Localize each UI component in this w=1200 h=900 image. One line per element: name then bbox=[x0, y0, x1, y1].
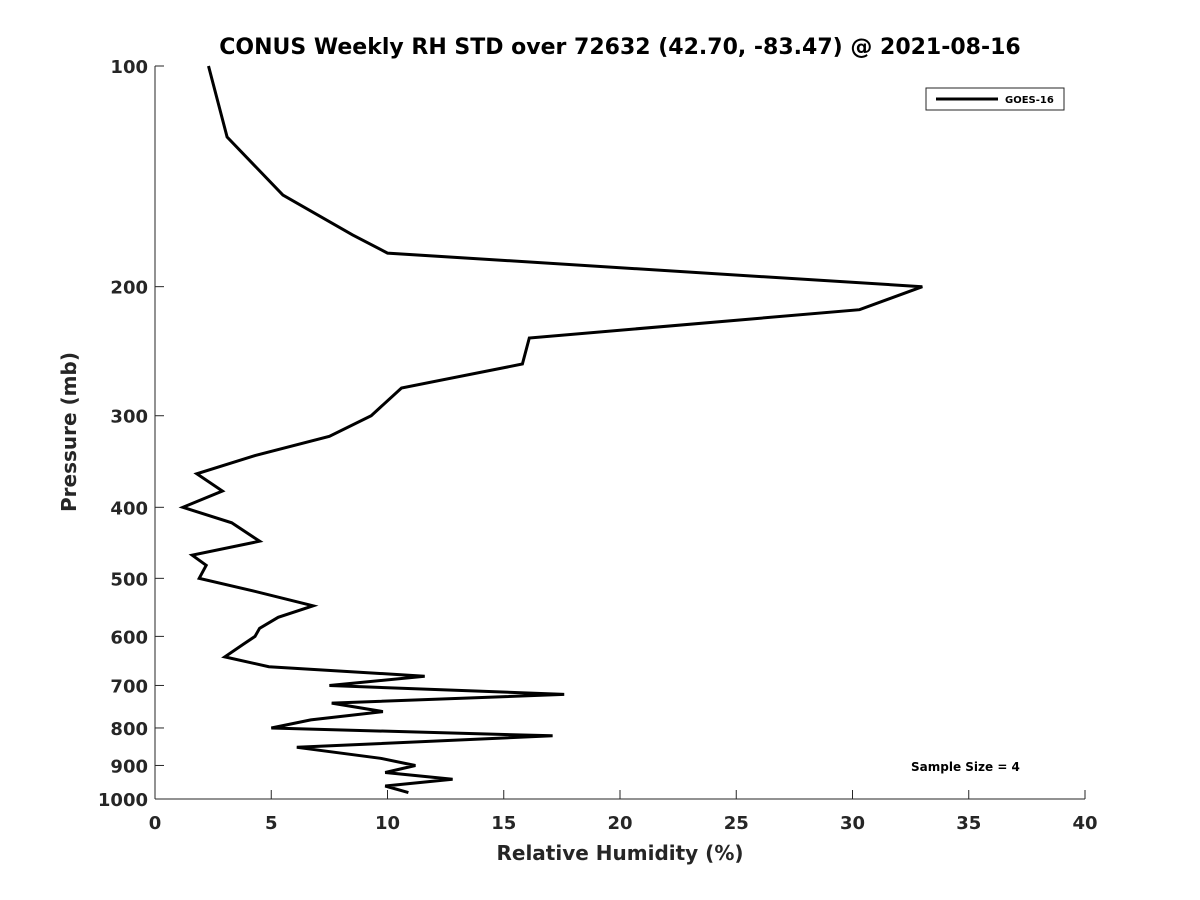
x-tick-label: 0 bbox=[149, 813, 162, 834]
y-tick-label: 600 bbox=[110, 627, 148, 648]
legend-label-goes-16: GOES-16 bbox=[1005, 95, 1054, 106]
legend[interactable]: GOES-16 bbox=[925, 87, 1065, 111]
chart-title: CONUS Weekly RH STD over 72632 (42.70, -… bbox=[219, 35, 1020, 60]
series-group bbox=[178, 65, 923, 795]
y-tick-label: 900 bbox=[110, 756, 148, 777]
x-tick-label: 30 bbox=[840, 813, 865, 834]
y-tick-label: 300 bbox=[110, 407, 148, 428]
y-tick-label: 100 bbox=[110, 57, 148, 78]
y-tick-label: 800 bbox=[110, 719, 148, 740]
x-tick-label: 10 bbox=[375, 813, 400, 834]
x-tick-label: 35 bbox=[956, 813, 981, 834]
y-axis-ticks: 100 200 300 400 500 600 700 800 900 1000 bbox=[98, 57, 164, 811]
series-line-goes-16 bbox=[178, 65, 923, 795]
y-tick-label: 1000 bbox=[98, 790, 148, 811]
x-tick-label: 15 bbox=[491, 813, 516, 834]
sample-size-annotation: Sample Size = 4 bbox=[911, 760, 1020, 774]
x-tick-label: 40 bbox=[1072, 813, 1097, 834]
y-tick-label: 400 bbox=[110, 498, 148, 519]
x-tick-label: 5 bbox=[265, 813, 278, 834]
x-axis-ticks: 0 5 10 15 20 25 30 35 40 bbox=[149, 790, 1098, 834]
y-tick-label: 200 bbox=[110, 278, 148, 299]
y-tick-label: 500 bbox=[110, 569, 148, 590]
x-tick-label: 25 bbox=[724, 813, 749, 834]
x-axis-title: Relative Humidity (%) bbox=[496, 841, 743, 865]
y-axis-title: Pressure (mb) bbox=[57, 352, 81, 512]
y-tick-label: 700 bbox=[110, 676, 148, 697]
x-tick-label: 20 bbox=[607, 813, 632, 834]
